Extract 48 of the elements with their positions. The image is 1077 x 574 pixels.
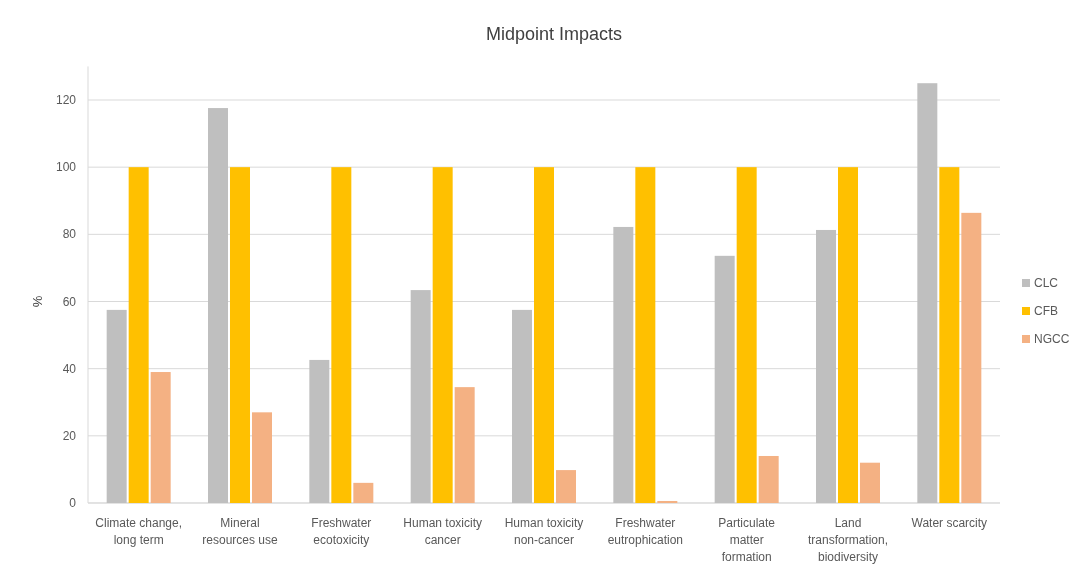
x-tick-label: Freshwater ecotoxicity bbox=[311, 516, 372, 547]
x-tick-label: Human toxicity non-cancer bbox=[504, 516, 584, 547]
y-axis-title: % bbox=[30, 295, 45, 308]
legend-label: NGCC bbox=[1034, 332, 1070, 346]
legend-label: CFB bbox=[1034, 304, 1058, 318]
bar bbox=[961, 212, 982, 503]
bar bbox=[150, 372, 171, 503]
bar bbox=[860, 462, 880, 503]
bar bbox=[838, 167, 858, 503]
x-tick-label: Land transformation, biodiversity bbox=[807, 516, 889, 564]
x-tick-label: Particulate matter formation bbox=[718, 516, 776, 564]
y-tick-label: 80 bbox=[62, 227, 77, 242]
legend-label: CLC bbox=[1034, 276, 1059, 290]
chart-title: Midpoint Impacts bbox=[485, 24, 623, 44]
bar bbox=[353, 482, 374, 503]
x-tick-label: Climate change, long term bbox=[95, 516, 183, 547]
bar bbox=[556, 470, 576, 503]
bar bbox=[252, 412, 272, 503]
bar bbox=[410, 290, 431, 503]
x-tick-label: Human toxicity cancer bbox=[403, 516, 483, 547]
bar bbox=[432, 167, 453, 503]
bar bbox=[657, 500, 678, 503]
bar bbox=[534, 167, 554, 503]
y-tick-label: 60 bbox=[62, 294, 77, 309]
y-tick-label: 0 bbox=[69, 496, 77, 510]
bar bbox=[758, 455, 779, 503]
bar bbox=[512, 309, 532, 503]
y-tick-label: 120 bbox=[55, 93, 77, 107]
bar bbox=[714, 255, 735, 503]
bar bbox=[208, 108, 228, 503]
bar bbox=[816, 229, 836, 503]
y-tick-label: 40 bbox=[62, 361, 77, 376]
y-tick-label: 20 bbox=[62, 428, 77, 443]
bar bbox=[309, 359, 330, 503]
x-tick-label: Water scarcity bbox=[911, 516, 988, 530]
x-tick-label: Freshwater eutrophication bbox=[607, 516, 684, 547]
y-tick-label: 100 bbox=[55, 160, 77, 175]
bar bbox=[939, 167, 960, 503]
bar bbox=[635, 167, 656, 503]
bar bbox=[331, 167, 352, 503]
bar bbox=[128, 167, 149, 503]
bar bbox=[454, 387, 475, 503]
bar bbox=[230, 167, 250, 503]
bar bbox=[736, 167, 757, 503]
bar bbox=[106, 309, 127, 503]
x-tick-label: Mineral resources use bbox=[202, 516, 279, 547]
bar bbox=[917, 83, 938, 503]
bar bbox=[613, 226, 634, 503]
